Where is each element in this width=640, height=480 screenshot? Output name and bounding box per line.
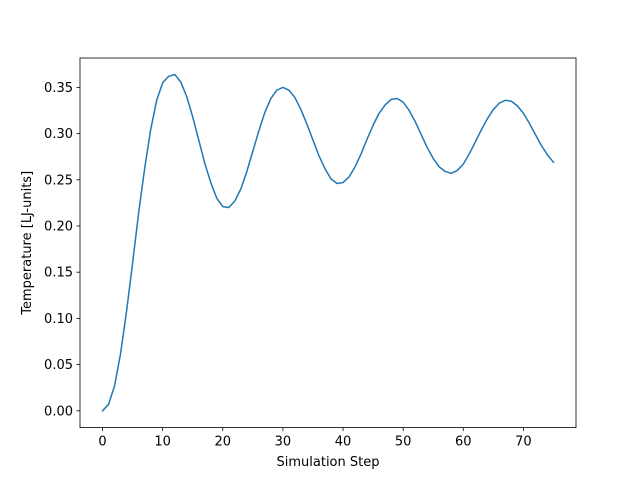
x-tick-label: 10 bbox=[154, 435, 171, 450]
y-tick-label: 0.10 bbox=[44, 312, 73, 327]
y-tick-label: 0.30 bbox=[44, 127, 73, 142]
y-tick-label: 0.35 bbox=[44, 81, 73, 96]
y-tick-label: 0.25 bbox=[44, 173, 73, 188]
plot-frame bbox=[79, 57, 577, 429]
y-axis-label: Temperature [LJ-units] bbox=[20, 171, 35, 316]
y-tick-label: 0.00 bbox=[44, 404, 73, 419]
x-tick-label: 60 bbox=[455, 435, 472, 450]
x-tick-label: 70 bbox=[515, 435, 532, 450]
x-axis-label: Simulation Step bbox=[277, 455, 380, 470]
y-tick-label: 0.20 bbox=[44, 219, 73, 234]
x-tick-label: 50 bbox=[395, 435, 412, 450]
plot-area: 0 10 20 30 40 50 60 70 0.00 0.05 0.10 0.15 0.20 0.25… bbox=[44, 57, 577, 450]
y-tick-label: 0.05 bbox=[44, 358, 73, 373]
x-axis: 0 10 20 30 40 50 60 70 bbox=[98, 427, 532, 450]
x-tick-label: 20 bbox=[215, 435, 232, 450]
y-tick-label: 0.15 bbox=[44, 266, 73, 281]
x-tick-label: 40 bbox=[335, 435, 352, 450]
x-tick-label: 0 bbox=[98, 435, 106, 450]
temperature-series-line bbox=[101, 73, 555, 412]
y-axis: 0.00 0.05 0.10 0.15 0.20 0.25 0.30 0.35 bbox=[44, 81, 80, 419]
x-tick-label: 30 bbox=[275, 435, 292, 450]
